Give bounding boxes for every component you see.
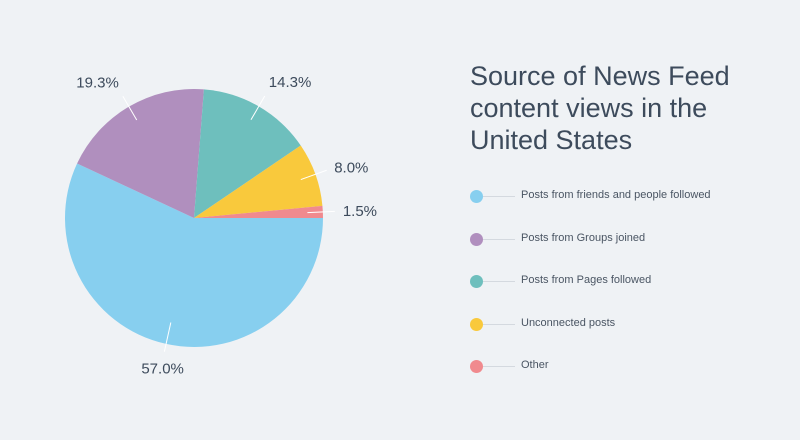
leader-line-pages	[250, 95, 266, 121]
pie-slice-friends	[64, 163, 324, 347]
legend-label-pages: Posts from Pages followed	[521, 274, 652, 286]
legend-marker-groups	[470, 232, 483, 246]
legend-item-other: Other	[470, 353, 790, 396]
slice-label-friends: 57.0%	[141, 361, 184, 378]
legend-marker-other	[470, 360, 483, 373]
legend-item-friends: Posts from friends and people followed	[470, 183, 790, 226]
legend-marker-friends	[470, 190, 483, 203]
legend: Posts from friends and people followed P…	[470, 183, 790, 396]
slice-label-pages: 14.3%	[269, 74, 312, 91]
legend-connector	[483, 196, 515, 197]
pie-slice-groups	[77, 88, 204, 218]
legend-connector	[483, 323, 515, 325]
legend-marker-unconnected	[470, 317, 483, 331]
legend-label-friends: Posts from friends and people followed	[521, 189, 711, 201]
leader-line-unconnected	[300, 169, 327, 181]
legend-connector	[483, 238, 515, 240]
chart-title: Source of News Feed content views in the…	[470, 61, 730, 155]
legend-label-unconnected: Unconnected posts	[521, 316, 616, 329]
legend-label-other: Other	[521, 359, 549, 371]
slice-label-unconnected: 8.0%	[334, 160, 368, 177]
leader-line-other	[307, 210, 335, 214]
slice-label-other: 1.5%	[343, 203, 377, 220]
legend-connector	[483, 366, 515, 367]
legend-connector	[483, 281, 515, 282]
legend-item-unconnected: Unconnected posts	[470, 311, 790, 354]
legend-item-groups: Posts from Groups joined	[470, 226, 790, 269]
pie-slice-other	[194, 205, 323, 218]
leader-line-groups	[122, 96, 138, 121]
leader-line-friends	[163, 322, 172, 352]
slice-label-groups: 19.3%	[76, 74, 119, 91]
pie-slice-pages	[194, 89, 301, 218]
pie-chart: 57.0% 19.3% 14.3% 8.0% 1.5%	[64, 74, 377, 378]
pie-slice-unconnected	[194, 145, 323, 218]
legend-item-pages: Posts from Pages followed	[470, 268, 790, 311]
legend-marker-pages	[470, 275, 483, 288]
legend-label-groups: Posts from Groups joined	[521, 231, 646, 244]
